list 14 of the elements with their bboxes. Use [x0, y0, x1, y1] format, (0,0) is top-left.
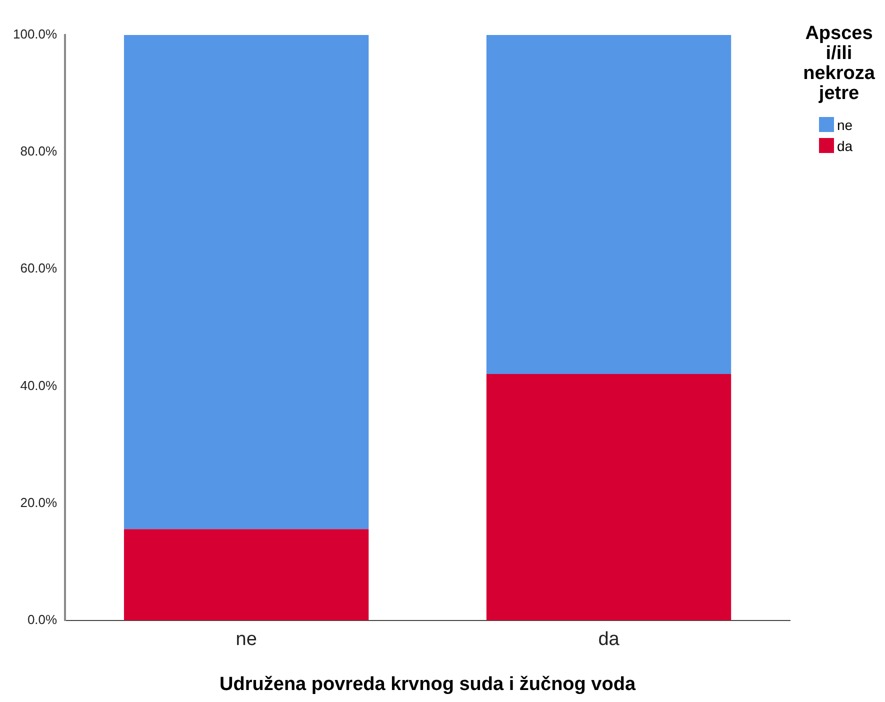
- y-tick-label: 80.0%: [20, 144, 58, 159]
- x-axis-title: Udružena povreda krvnog suda i žučnog voda: [220, 674, 636, 695]
- bar: [486, 374, 732, 620]
- legend-title: Apsces i/ili nekroza jetre: [802, 23, 876, 104]
- y-tick-label: 60.0%: [20, 260, 58, 276]
- legend-label: ne: [837, 116, 853, 132]
- legend-label: da: [837, 138, 853, 154]
- y-tick-label: 0.0%: [27, 612, 58, 627]
- y-tick-label: 100.0%: [12, 26, 58, 42]
- y-tick-label: 20.0%: [20, 494, 58, 510]
- bar: [124, 529, 369, 620]
- bar: [486, 35, 732, 374]
- y-tick-label: 40.0%: [20, 378, 58, 393]
- bar: [124, 35, 369, 530]
